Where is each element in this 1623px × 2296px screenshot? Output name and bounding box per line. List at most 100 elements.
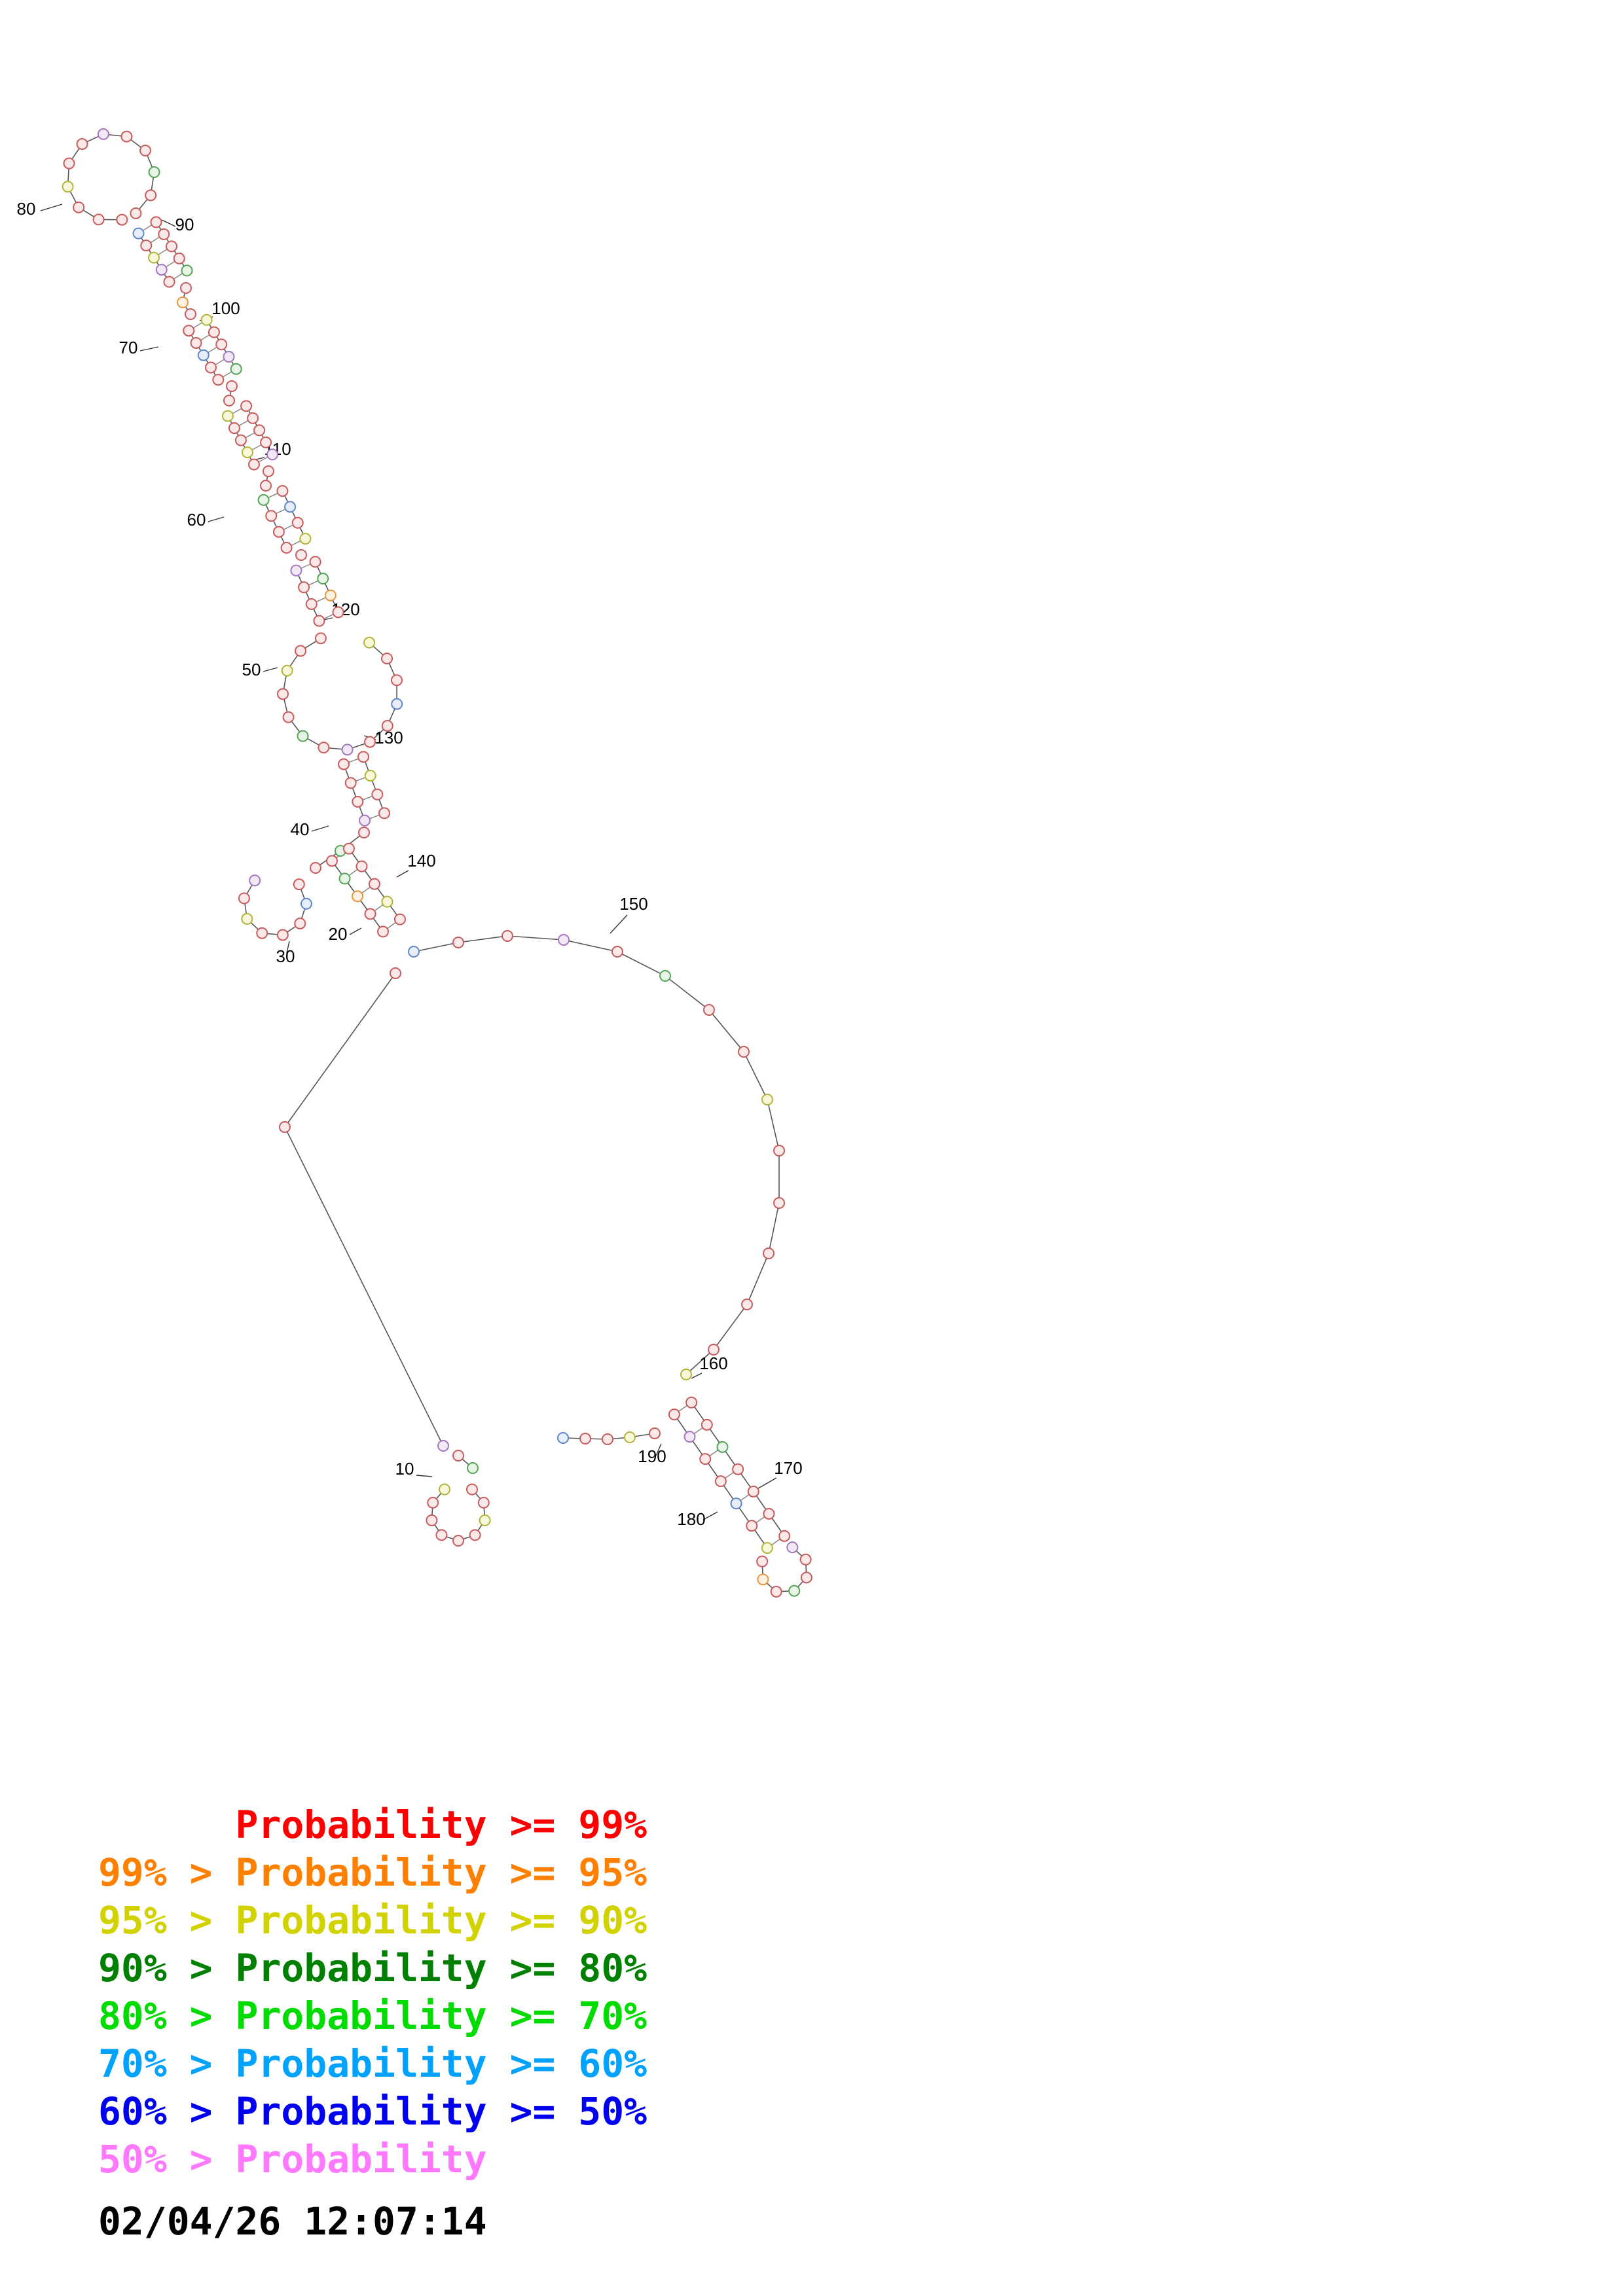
nucleotide-dot xyxy=(452,1450,464,1462)
nucleotide-dot xyxy=(685,1396,698,1408)
legend-row: 50% > Probability xyxy=(98,2137,487,2181)
nucleotide-dot xyxy=(371,788,384,800)
position-label-100: 100 xyxy=(211,298,240,318)
nucleotide-dot xyxy=(352,795,364,808)
label-leader-line xyxy=(139,346,159,351)
nucleotide-dot xyxy=(377,925,390,938)
label-leader-line xyxy=(286,941,290,954)
nucleotide-dot xyxy=(205,361,217,374)
position-label-150: 150 xyxy=(619,894,647,914)
nucleotide-dot xyxy=(221,410,234,422)
nucleotide-dot xyxy=(241,912,253,925)
nucleotide-dot xyxy=(295,549,307,561)
nucleotide-dot xyxy=(183,325,195,337)
nucleotide-dot xyxy=(741,1299,753,1310)
label-leader-line xyxy=(655,1443,662,1456)
legend-row: 99% > Probability >= 95% xyxy=(98,1850,647,1895)
nucleotide-dot xyxy=(212,374,225,386)
label-leader-line xyxy=(311,825,329,832)
nucleotide-dot xyxy=(381,719,393,732)
nucleotide-dot xyxy=(558,934,570,946)
nucleotide-dot xyxy=(393,913,406,925)
nucleotide-dot xyxy=(295,645,307,657)
nucleotide-dot xyxy=(778,1530,791,1542)
label-leader-line xyxy=(40,204,63,211)
nucleotide-dot xyxy=(253,424,266,437)
nucleotide-dot xyxy=(770,1585,782,1598)
nucleotide-dot xyxy=(208,326,220,338)
label-leader-line xyxy=(610,914,628,934)
nucleotide-dot xyxy=(738,1046,750,1058)
nucleotide-dot xyxy=(177,296,189,308)
probability-legend: Probability >= 99% 99% > Probability >= 9… xyxy=(98,1801,647,2183)
nucleotide-dot xyxy=(181,264,193,277)
nucleotide-dot xyxy=(140,240,153,252)
nucleotide-dot xyxy=(317,573,329,585)
nucleotide-dot xyxy=(747,1485,759,1498)
nucleotide-dot xyxy=(469,1529,481,1541)
nucleotide-dot xyxy=(332,606,344,619)
legend-row: 60% > Probability >= 50% xyxy=(98,2089,647,2134)
nucleotide-dot xyxy=(185,308,196,320)
nucleotide-dot xyxy=(452,937,464,948)
nucleotide-dot xyxy=(190,336,202,349)
nucleotide-dot xyxy=(437,1440,449,1452)
nucleotide-dot xyxy=(466,1483,478,1496)
nucleotide-dot xyxy=(426,1514,438,1526)
nucleotide-dot xyxy=(757,1573,769,1586)
nucleotide-dot xyxy=(611,946,623,958)
nucleotide-dot xyxy=(756,1555,769,1568)
nucleotide-dot xyxy=(344,777,357,789)
nucleotide-dot xyxy=(200,314,213,326)
backbone-line xyxy=(363,757,385,814)
nucleotide-dot xyxy=(314,632,327,645)
nucleotide-dot xyxy=(266,448,279,461)
nucleotide-dot xyxy=(364,770,376,782)
nucleotide-dot xyxy=(364,908,376,920)
nucleotide-dot xyxy=(579,1433,591,1444)
nucleotide-dot xyxy=(256,927,268,939)
nucleotide-dot xyxy=(368,878,380,890)
nucleotide-dot xyxy=(326,855,338,867)
label-leader-line xyxy=(263,667,278,672)
timestamp: 02/04/26 12:07:14 xyxy=(98,2199,487,2244)
nucleotide-dot xyxy=(120,130,133,143)
nucleotide-dot xyxy=(73,201,85,213)
nucleotide-dot xyxy=(684,1431,696,1443)
nucleotide-dot xyxy=(746,1520,758,1532)
legend-row: 70% > Probability >= 60% xyxy=(98,2041,647,2086)
nucleotide-dot xyxy=(435,1529,448,1541)
legend-row: 95% > Probability >= 90% xyxy=(98,1898,647,1943)
nucleotide-dot xyxy=(378,807,390,819)
nucleotide-dot xyxy=(467,1462,479,1474)
position-label-190: 190 xyxy=(638,1446,666,1466)
nucleotide-dot xyxy=(310,862,321,874)
nucleotide-dot xyxy=(773,1197,785,1209)
nucleotide-dot xyxy=(786,1541,799,1554)
nucleotide-dot xyxy=(318,742,330,754)
nucleotide-dot xyxy=(479,1514,491,1526)
nucleotide-dot xyxy=(408,946,420,958)
nucleotide-dot xyxy=(390,674,403,687)
nucleotide-dot xyxy=(602,1433,613,1445)
position-label-10: 10 xyxy=(395,1459,414,1479)
label-leader-line xyxy=(161,219,176,227)
nucleotide-dot xyxy=(730,1498,742,1510)
backbone-line xyxy=(282,490,306,539)
nucleotide-dot xyxy=(716,1441,729,1453)
nucleotide-dot xyxy=(649,1427,661,1439)
position-label-50: 50 xyxy=(242,660,261,679)
backbone-line xyxy=(343,764,365,821)
nucleotide-dot xyxy=(732,1463,744,1475)
nucleotide-dot xyxy=(158,228,170,240)
nucleotide-dot xyxy=(281,664,293,677)
nucleotide-dot xyxy=(280,541,293,554)
nucleotide-dot xyxy=(703,1004,715,1016)
position-label-80: 80 xyxy=(17,199,36,219)
nucleotide-dot xyxy=(763,1247,775,1259)
nucleotide-dot xyxy=(708,1344,720,1355)
nucleotide-dot xyxy=(150,216,162,228)
nucleotide-dot xyxy=(116,213,128,226)
